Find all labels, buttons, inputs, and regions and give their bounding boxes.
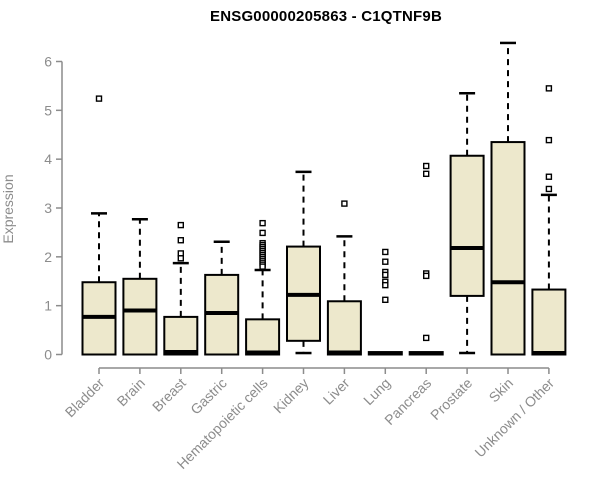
box-rect bbox=[326, 300, 362, 356]
boxplot-group bbox=[122, 217, 158, 356]
outlier-point bbox=[177, 237, 185, 244]
y-tick-label: 2 bbox=[44, 249, 52, 265]
box-rect bbox=[122, 277, 158, 356]
boxplot-group bbox=[81, 95, 117, 356]
y-tick-label: 6 bbox=[44, 54, 52, 70]
x-tick-label: Prostate bbox=[427, 375, 475, 423]
outlier-point bbox=[545, 185, 553, 193]
outlier-point bbox=[177, 255, 185, 262]
outlier-point bbox=[382, 248, 389, 256]
outlier-point bbox=[259, 263, 266, 270]
boxplot-group bbox=[490, 41, 526, 356]
boxplot-group bbox=[163, 221, 199, 356]
outlier-point bbox=[382, 296, 389, 304]
x-tick-label: Brain bbox=[114, 375, 148, 409]
box-rect bbox=[490, 141, 526, 356]
box-rect bbox=[449, 154, 485, 297]
boxplot-group bbox=[245, 219, 281, 356]
outlier-point bbox=[423, 162, 430, 170]
boxplot-group bbox=[531, 85, 567, 356]
outlier-point bbox=[259, 229, 266, 237]
outlier-point bbox=[423, 272, 430, 280]
y-tick-label: 4 bbox=[44, 151, 52, 167]
outlier-point bbox=[545, 85, 553, 92]
y-tick-label: 0 bbox=[44, 347, 52, 363]
box-rect bbox=[163, 315, 199, 356]
x-tick-label: Lung bbox=[360, 375, 393, 408]
box-rect bbox=[531, 288, 567, 356]
y-tick-label: 1 bbox=[44, 298, 52, 314]
boxplot-group bbox=[449, 91, 485, 355]
y-tick-label: 5 bbox=[44, 102, 52, 118]
x-tick-label: Skin bbox=[486, 375, 517, 406]
box-rect bbox=[245, 318, 281, 356]
chart-title: ENSG00000205863 - C1QTNF9B bbox=[210, 8, 442, 25]
x-tick-label: Kidney bbox=[270, 375, 312, 417]
outlier-point bbox=[545, 173, 553, 180]
outlier-point bbox=[423, 334, 430, 342]
outlier-point bbox=[382, 271, 389, 279]
outlier-point bbox=[341, 200, 348, 207]
outlier-point bbox=[95, 95, 103, 102]
outlier-point bbox=[382, 281, 389, 289]
boxplot-group bbox=[204, 240, 240, 356]
outlier-point bbox=[545, 136, 553, 144]
boxplot-group bbox=[286, 170, 321, 355]
outlier-point bbox=[259, 219, 266, 227]
boxplot-group bbox=[326, 200, 362, 356]
outlier-point bbox=[177, 221, 185, 229]
boxplot-group bbox=[408, 162, 444, 356]
x-tick-label: Liver bbox=[320, 375, 353, 408]
boxplot-group bbox=[367, 248, 403, 356]
x-tick-label: Bladder bbox=[62, 375, 108, 421]
outlier-point bbox=[382, 258, 389, 265]
outlier-point bbox=[423, 170, 430, 178]
y-tick-label: 3 bbox=[44, 200, 52, 216]
x-tick-label: Breast bbox=[149, 375, 189, 415]
